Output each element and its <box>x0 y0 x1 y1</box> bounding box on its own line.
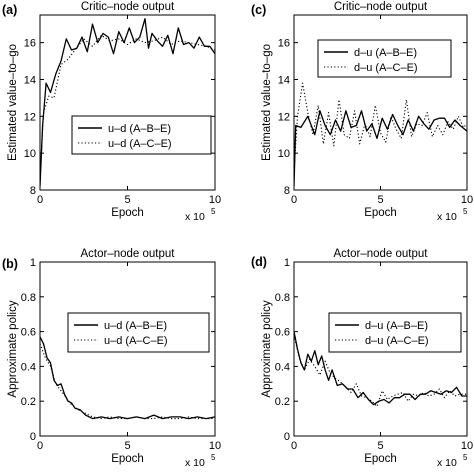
panel-label: (a) <box>2 3 17 17</box>
x-tick-label: 10 <box>209 194 221 206</box>
x-axis-exponent-power: 5 <box>211 207 216 216</box>
y-tick-label: 16 <box>278 38 290 50</box>
y-tick-label: 0.2 <box>21 396 36 408</box>
legend: d–u (A–B–E) d–u (A–C–E) <box>328 312 462 353</box>
x-tick-label: 0 <box>37 440 43 452</box>
x-tick-label: 10 <box>461 194 473 206</box>
y-tick-label: 0.2 <box>275 396 290 408</box>
y-tick-label: 8 <box>284 185 290 197</box>
series-line <box>40 343 215 420</box>
y-tick-label: 1 <box>284 257 290 269</box>
x-axis-exponent: x 10 <box>185 457 205 469</box>
chart-title: Actor–node output <box>334 248 429 260</box>
series-line <box>294 334 467 407</box>
y-axis-label: Approximate policy <box>7 300 19 397</box>
y-tick-label: 0.6 <box>21 327 36 339</box>
chart-title: Critic–node output <box>81 1 175 13</box>
y-tick-label: 0.8 <box>21 292 36 304</box>
series-line <box>40 34 215 181</box>
y-tick-label: 0 <box>284 431 290 443</box>
chart-title: Actor–node output <box>81 248 176 260</box>
panel-label: (c) <box>251 3 266 17</box>
panel-label: (d) <box>251 255 267 269</box>
x-axis-label: Epoch <box>111 453 144 465</box>
series-line <box>40 336 215 420</box>
y-axis-label: Approximate policy <box>261 300 273 397</box>
legend-label: d–u (A–C–E) <box>354 62 418 74</box>
y-tick-label: 0.8 <box>275 292 290 304</box>
panel-label: (b) <box>2 257 18 271</box>
legend-label: u–d (A–B–E) <box>108 123 171 135</box>
y-tick-label: 1 <box>30 257 36 269</box>
x-tick-label: 10 <box>461 440 473 452</box>
legend-box <box>67 312 210 353</box>
y-tick-label: 0.4 <box>275 361 290 373</box>
y-tick-label: 14 <box>24 74 36 86</box>
x-tick-label: 0 <box>291 440 297 452</box>
legend-box <box>317 39 452 78</box>
y-axis-label: Estimated value–to–go <box>261 44 273 161</box>
x-axis-label: Epoch <box>364 453 397 465</box>
y-tick-label: 0 <box>30 431 36 443</box>
y-tick-label: 12 <box>24 111 36 123</box>
x-tick-label: 5 <box>124 194 130 206</box>
y-tick-label: 8 <box>30 185 36 197</box>
y-tick-label: 16 <box>24 38 36 50</box>
x-axis-label: Epoch <box>364 207 397 219</box>
x-tick-label: 0 <box>291 194 297 206</box>
x-axis-exponent-power: 5 <box>463 453 468 462</box>
x-axis-exponent: x 10 <box>437 457 457 469</box>
legend: u–d (A–B–E) u–d (A–C–E) <box>67 312 210 353</box>
legend-box <box>328 312 462 353</box>
series-line <box>294 110 467 187</box>
legend-label: u–d (A–C–E) <box>104 335 168 347</box>
y-tick-label: 10 <box>278 148 290 160</box>
series-line <box>294 331 467 406</box>
legend-label: d–u (A–B–E) <box>365 320 428 332</box>
x-tick-label: 5 <box>377 194 383 206</box>
y-axis-label: Estimated value–to–go <box>7 44 19 161</box>
legend-box <box>71 115 212 155</box>
series-line <box>294 82 467 172</box>
y-tick-label: 14 <box>278 74 290 86</box>
x-tick-label: 10 <box>209 440 221 452</box>
legend: u–d (A–B–E) u–d (A–C–E) <box>71 115 212 155</box>
x-tick-label: 5 <box>124 440 130 452</box>
x-axis-exponent: x 10 <box>185 211 205 223</box>
legend: d–u (A–B–E) d–u (A–C–E) <box>317 39 452 78</box>
y-tick-label: 10 <box>24 148 36 160</box>
x-axis-exponent-power: 5 <box>211 453 216 462</box>
y-tick-label: 12 <box>278 111 290 123</box>
legend-label: u–d (A–B–E) <box>104 320 167 332</box>
x-axis-label: Epoch <box>111 207 144 219</box>
legend-label: u–d (A–C–E) <box>108 138 172 150</box>
chart-title: Critic–node output <box>334 1 428 13</box>
x-axis-exponent-power: 5 <box>463 207 468 216</box>
x-axis-exponent: x 10 <box>437 211 457 223</box>
y-tick-label: 0.6 <box>275 327 290 339</box>
y-tick-label: 0.4 <box>21 361 36 373</box>
x-tick-label: 0 <box>37 194 43 206</box>
legend-label: d–u (A–C–E) <box>365 335 429 347</box>
legend-label: d–u (A–B–E) <box>354 47 417 59</box>
series-line <box>40 18 215 187</box>
x-tick-label: 5 <box>377 440 383 452</box>
